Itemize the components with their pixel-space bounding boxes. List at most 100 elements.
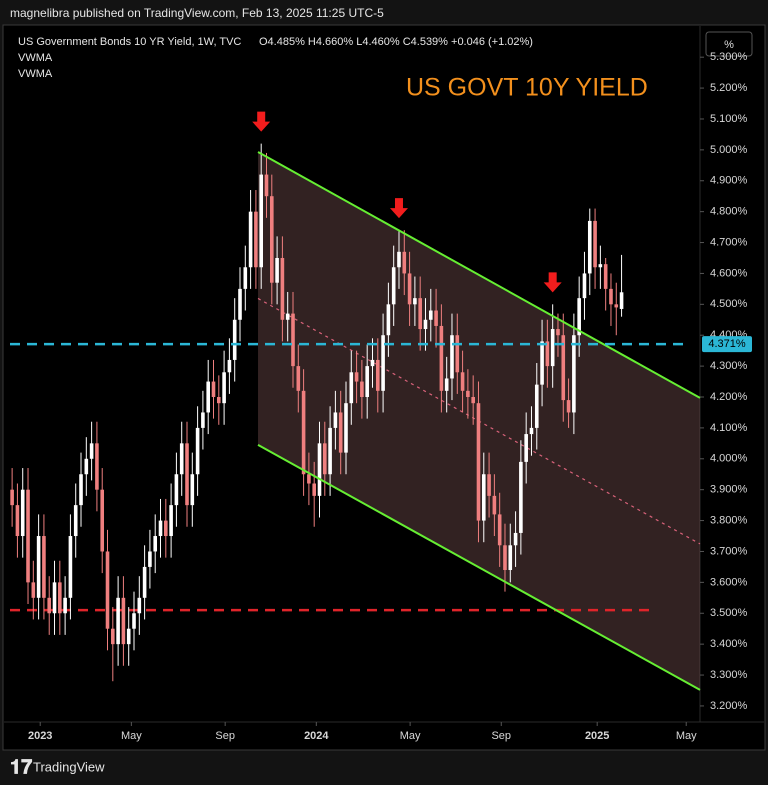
publisher: magnelibra published on TradingView.com,…: [10, 6, 384, 20]
candle-body: [614, 304, 619, 308]
candle-body: [566, 400, 571, 413]
y-tick-label: 5.200%: [710, 82, 748, 94]
candle-body: [418, 298, 422, 330]
candle-body: [164, 520, 168, 537]
candle-body: [174, 474, 179, 506]
candle-body: [232, 319, 237, 360]
candle-body: [439, 325, 444, 391]
candle-body: [450, 335, 454, 379]
candle-body: [291, 313, 295, 367]
candle-body: [545, 341, 550, 367]
candle-body: [513, 532, 518, 546]
candle-body: [280, 257, 285, 320]
x-tick-label: 2025: [585, 730, 609, 742]
candle-body: [269, 196, 274, 283]
candle-body: [169, 505, 173, 537]
candle-body: [10, 489, 14, 506]
candle-body: [466, 390, 470, 398]
candle-body: [36, 536, 41, 598]
y-tick-label: 3.800%: [710, 514, 748, 526]
candle-body: [73, 505, 78, 537]
y-tick-label: 3.300%: [710, 669, 748, 681]
candle-body: [391, 267, 396, 305]
candle-body: [63, 597, 67, 614]
candle-body: [338, 412, 343, 453]
candle-body: [550, 329, 555, 367]
candle-body: [222, 372, 226, 404]
candle-body: [407, 273, 412, 305]
channel-upper: [257, 151, 701, 399]
candle-body: [476, 403, 481, 521]
candle-body: [132, 613, 136, 629]
candle-body: [148, 551, 152, 567]
candle-body: [386, 304, 391, 336]
y-tick-label: 5.300%: [710, 51, 748, 63]
candle-body: [349, 372, 354, 404]
scale-button-label[interactable]: %: [724, 39, 734, 51]
candle-body: [328, 427, 332, 475]
candle-body: [142, 566, 147, 598]
candle-body: [444, 378, 449, 391]
candle-body: [238, 288, 242, 320]
candle-body: [619, 292, 624, 309]
candle-body: [264, 174, 269, 197]
x-tick-label: Sep: [215, 730, 235, 742]
candle-body: [153, 536, 158, 552]
candle-body: [312, 483, 316, 496]
indicator: VWMA: [18, 68, 53, 80]
candle-body: [344, 403, 348, 453]
scale-button[interactable]: [705, 31, 753, 57]
y-tick-label: 5.000%: [710, 144, 748, 156]
candle-body: [206, 381, 211, 413]
candle-body: [354, 372, 359, 382]
candle-body: [503, 545, 507, 571]
candle-body: [217, 397, 221, 404]
y-tick-label: 4.500%: [710, 298, 748, 310]
candle-body: [572, 335, 576, 413]
candle-body: [31, 582, 36, 598]
x-tick-label: May: [676, 730, 697, 742]
candle-body: [598, 264, 603, 268]
candle-body: [211, 381, 216, 398]
candle-body: [423, 319, 428, 330]
candle-body: [195, 427, 200, 475]
y-tick-label: 3.600%: [710, 576, 748, 588]
candle-body: [79, 474, 83, 506]
y-tick-label: 4.600%: [710, 267, 748, 279]
candle-body: [285, 313, 290, 320]
candle-body: [42, 536, 46, 598]
y-tick-label: 5.100%: [710, 113, 748, 125]
x-tick-label: May: [400, 730, 421, 742]
candle-body: [47, 597, 52, 614]
candle-body: [84, 458, 89, 475]
candle-body: [116, 597, 120, 645]
candle-body: [190, 474, 195, 506]
candle-body: [158, 520, 163, 537]
marker-arrow: [543, 272, 562, 293]
candle-body: [185, 443, 189, 506]
candle-body: [375, 359, 380, 391]
candle-body: [333, 412, 338, 428]
y-tick-label: 3.700%: [710, 545, 748, 557]
candle-body: [58, 582, 62, 614]
candle-body: [556, 329, 560, 336]
candle-body: [471, 397, 475, 404]
y-tick-label: 3.500%: [710, 607, 748, 619]
y-tick-label: 4.300%: [710, 360, 748, 372]
candle-body: [582, 273, 587, 299]
y-tick-label: 4.200%: [710, 391, 748, 403]
candle-body: [227, 359, 232, 373]
candle-body: [307, 474, 311, 484]
last-price-box: [702, 336, 752, 353]
candle-body: [248, 211, 253, 268]
candle-body: [275, 257, 279, 283]
candle-body: [508, 545, 513, 571]
candle-body: [100, 489, 105, 552]
candle-body: [534, 384, 539, 428]
candle-body: [487, 474, 491, 496]
candle-body: [301, 390, 306, 475]
candle-body: [26, 489, 30, 583]
x-tick-label: 2023: [28, 730, 52, 742]
y-tick-label: 3.400%: [710, 638, 748, 650]
